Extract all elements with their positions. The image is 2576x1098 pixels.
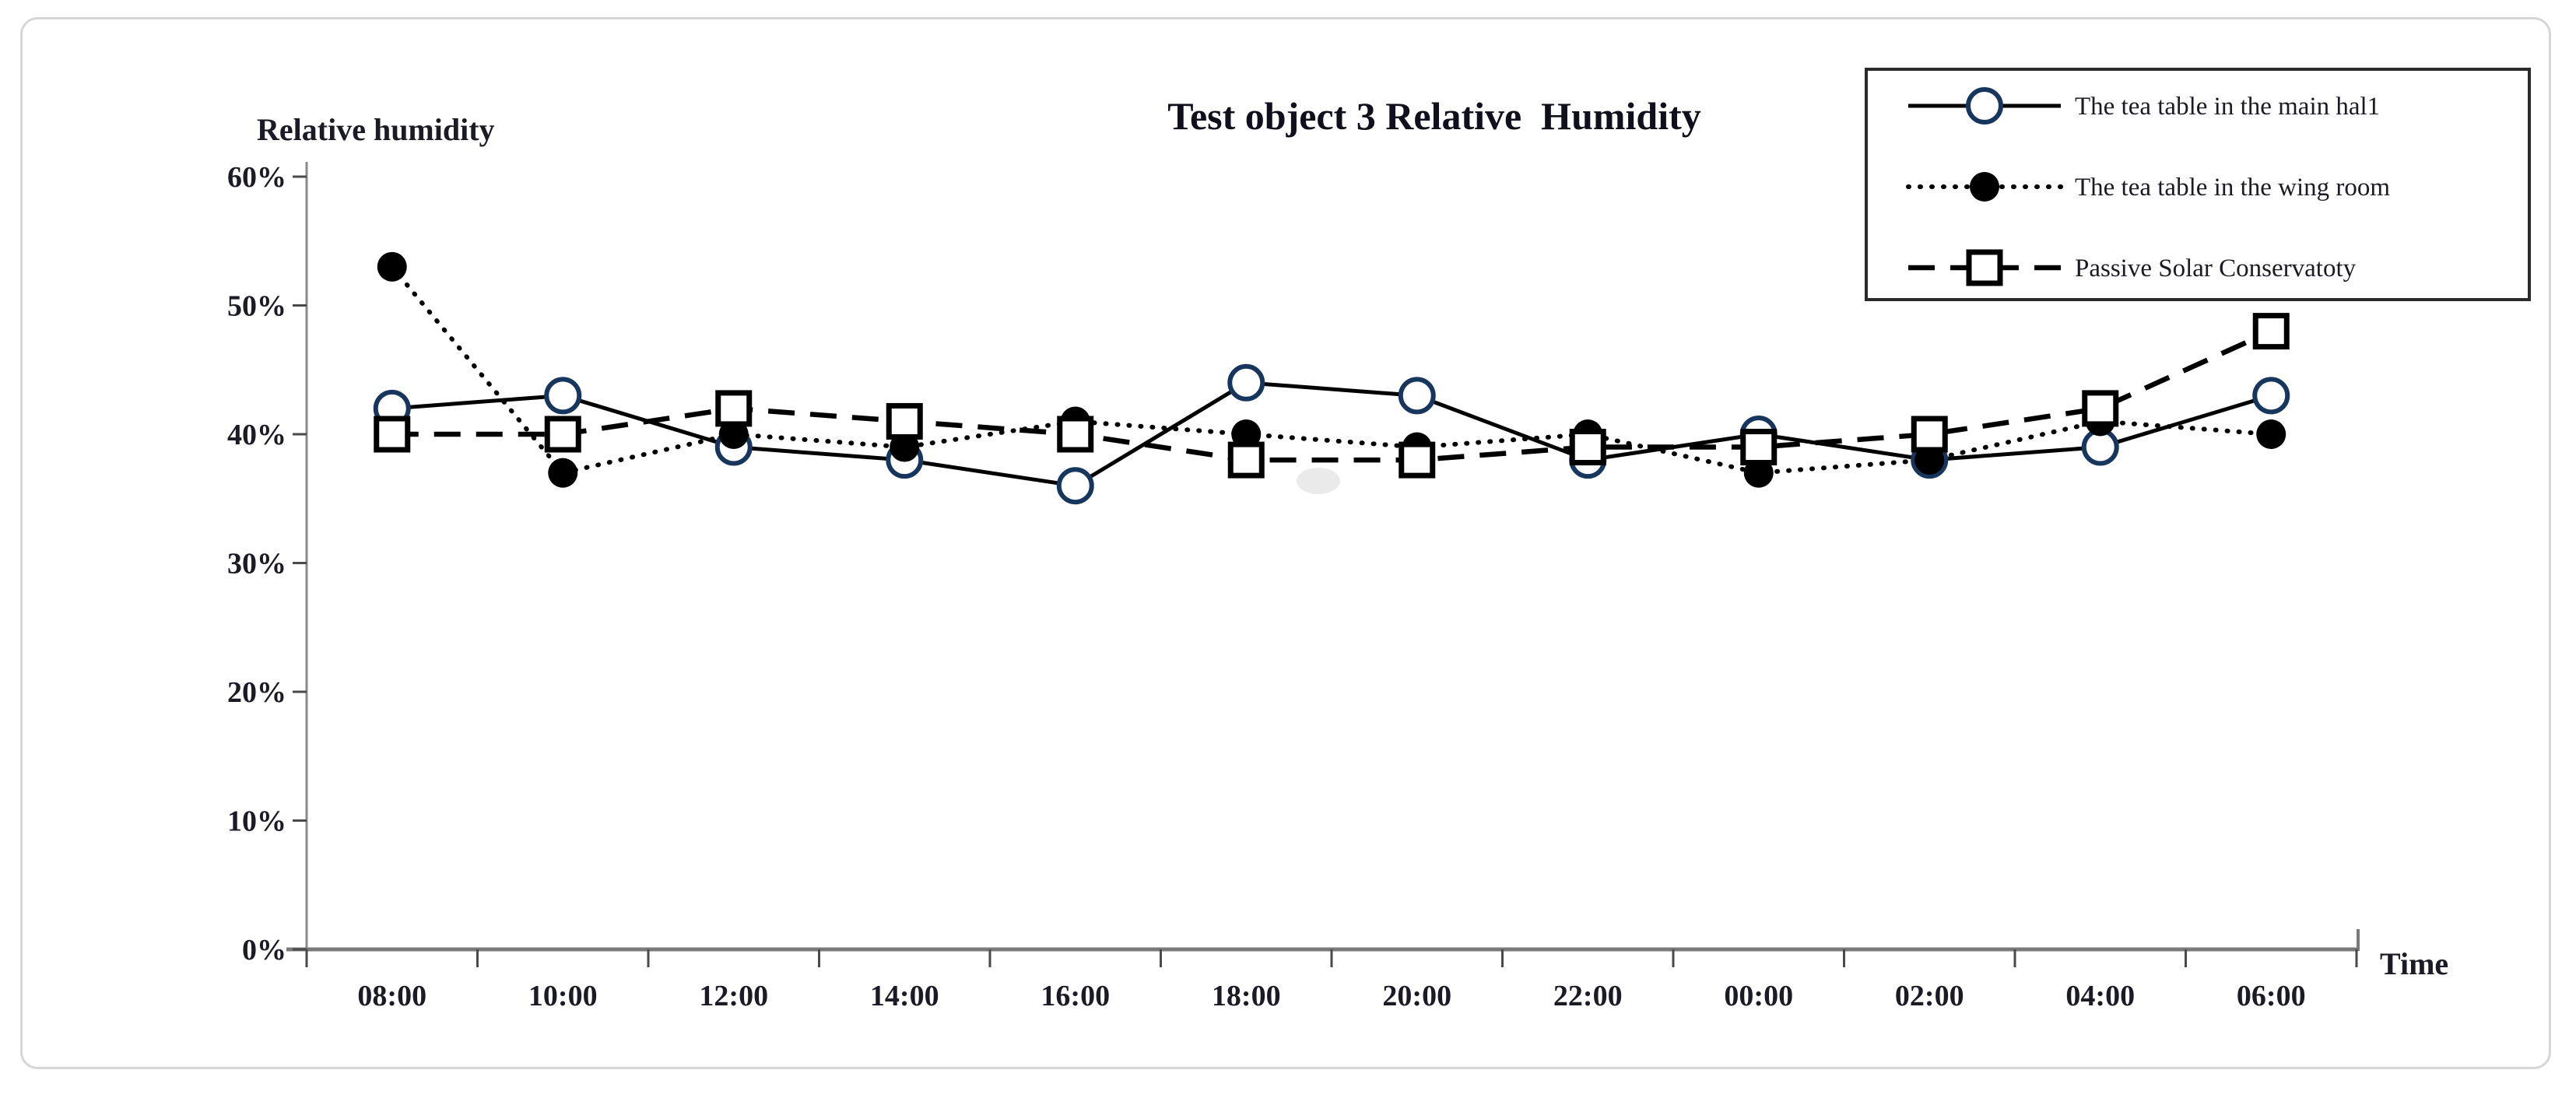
x-axis-title: Time xyxy=(2380,946,2448,981)
x-tick-label: 14:00 xyxy=(870,980,939,1012)
x-tick-label: 22:00 xyxy=(1553,980,1623,1012)
legend-label: Passive Solar Conservatoty xyxy=(2075,254,2357,282)
x-tick-label: 10:00 xyxy=(528,980,598,1012)
x-axis-ticks: 08:00 10:00 12:00 14:00 16:00 18:00 20:00 22:00… xyxy=(305,949,2358,1012)
open-square-marker xyxy=(544,416,581,453)
filled-circle-marker xyxy=(1743,458,1774,488)
x-tick-label: 06:00 xyxy=(2237,980,2306,1012)
open-circle-marker xyxy=(2252,377,2290,415)
filled-circle-marker xyxy=(718,419,749,449)
open-square-marker xyxy=(1399,441,1436,479)
y-tick-label: 10% xyxy=(227,805,286,838)
open-square-marker xyxy=(1911,416,1948,453)
open-square-marker xyxy=(1569,429,1606,466)
y-tick-label: 60% xyxy=(227,161,286,194)
series-line xyxy=(391,381,2272,488)
open-square-marker xyxy=(1227,441,1265,479)
open-circle-marker xyxy=(1056,467,1094,505)
series-layer xyxy=(373,251,2290,505)
filled-circle-marker xyxy=(1914,445,1945,475)
open-square-marker xyxy=(374,416,411,453)
open-square-marker xyxy=(2082,390,2119,427)
open-circle-marker xyxy=(1966,87,2003,125)
y-tick-label: 30% xyxy=(227,548,286,581)
legend-label: The tea table in the main hal1 xyxy=(2075,93,2380,121)
filled-circle-marker xyxy=(890,432,920,462)
y-tick-label: 20% xyxy=(227,676,286,709)
legend: The tea table in the main hal1 The tea ta… xyxy=(1865,68,2531,301)
open-circle-marker xyxy=(1398,377,1436,415)
open-square-marker xyxy=(1966,249,2003,286)
x-tick-label: 04:00 xyxy=(2065,980,2135,1012)
y-tick-label: 50% xyxy=(227,290,286,323)
legend-item: The tea table in the main hal1 xyxy=(1908,87,2380,125)
axes xyxy=(286,162,2360,952)
open-square-marker xyxy=(1057,416,1094,453)
legend-item: Passive Solar Conservatoty xyxy=(1908,249,2357,286)
filled-circle-marker xyxy=(377,251,407,282)
y-tick-label: 0% xyxy=(242,934,286,966)
open-square-marker xyxy=(715,390,753,427)
legend-label: The tea table in the wing room xyxy=(2075,174,2390,202)
x-tick-label: 20:00 xyxy=(1382,980,1451,1012)
series-line xyxy=(391,328,2272,463)
y-tick-label: 40% xyxy=(227,419,286,451)
x-tick-label: 18:00 xyxy=(1212,980,1281,1012)
open-circle-marker xyxy=(544,377,582,415)
y-axis-ticks: 0% 10% 20% 30% 40% 50% 60% xyxy=(227,161,307,966)
filled-circle-marker xyxy=(1231,419,1262,449)
filled-circle-marker xyxy=(2256,419,2286,449)
x-tick-label: 02:00 xyxy=(1895,980,1964,1012)
open-square-marker xyxy=(2252,313,2290,350)
open-square-marker xyxy=(1740,429,1778,466)
x-tick-label: 12:00 xyxy=(699,980,768,1012)
x-tick-label: 00:00 xyxy=(1724,980,1793,1012)
open-circle-marker xyxy=(1227,363,1265,402)
chart-title: Test object 3 Relative Humidity xyxy=(1167,94,1701,138)
x-tick-label: 08:00 xyxy=(357,980,426,1012)
series-dashed xyxy=(374,313,2290,479)
x-tick-label: 16:00 xyxy=(1041,980,1110,1012)
open-square-marker xyxy=(886,402,923,440)
legend-item: The tea table in the wing room xyxy=(1906,172,2390,202)
filled-circle-marker xyxy=(548,458,578,488)
gray-smudge-artifact xyxy=(1297,468,1340,494)
filled-circle-marker xyxy=(1970,172,1999,202)
y-axis-title: Relative humidity xyxy=(257,112,495,147)
